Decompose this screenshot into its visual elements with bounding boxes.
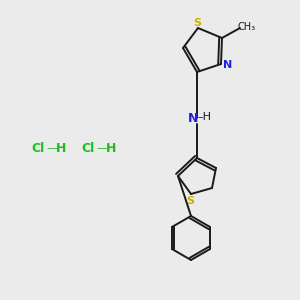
Text: S: S: [193, 18, 201, 28]
Text: Cl: Cl: [81, 142, 94, 154]
Text: N: N: [188, 112, 198, 125]
Text: –H: –H: [197, 112, 211, 122]
Text: —: —: [96, 143, 108, 153]
Text: N: N: [224, 60, 232, 70]
Text: Cl: Cl: [32, 142, 45, 154]
Text: CH₃: CH₃: [238, 22, 256, 32]
Text: S: S: [186, 196, 194, 206]
Text: H: H: [106, 142, 116, 154]
Text: H: H: [56, 142, 66, 154]
Text: —: —: [46, 143, 58, 153]
